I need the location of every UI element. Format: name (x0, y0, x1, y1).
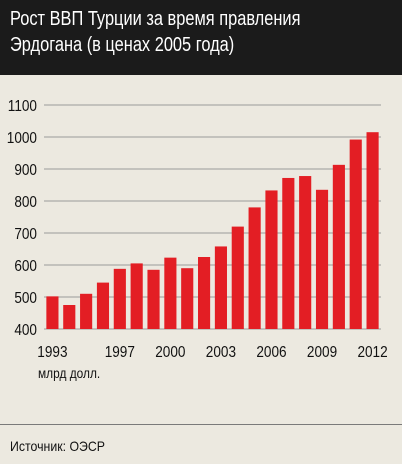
bar (366, 132, 379, 329)
y-tick-label: 500 (14, 290, 37, 307)
bar (315, 189, 329, 329)
source-note: Источник: ОЭСР (10, 438, 105, 454)
bar (265, 190, 278, 329)
y-tick-label: 1000 (7, 130, 37, 147)
bar (80, 293, 93, 329)
bar (299, 176, 312, 329)
bar (164, 257, 177, 329)
bar (349, 139, 362, 329)
unit-label: млрд долл. (38, 365, 101, 381)
y-tick-label: 1100 (8, 98, 37, 115)
chart-header: Рост ВВП Турции за время правления Эрдог… (0, 0, 402, 75)
y-tick-label: 900 (14, 162, 37, 179)
bar (46, 296, 59, 329)
bar (282, 177, 295, 329)
bar (96, 282, 110, 329)
bar-chart: 400 500 600 700 800 900 1000 1100 1993 1997 2000 20… (7, 98, 388, 361)
x-tick-label: 2003 (206, 344, 236, 361)
bar (248, 207, 261, 329)
y-tick-label: 400 (14, 322, 37, 339)
bar (147, 269, 160, 329)
divider (0, 424, 402, 425)
y-tick-label: 700 (14, 226, 37, 243)
x-tick-label: 2012 (357, 344, 387, 361)
chart-title-line-1: Рост ВВП Турции за время правления (10, 8, 301, 30)
bar (214, 246, 227, 329)
x-tick-label: 1997 (105, 344, 135, 361)
y-tick-label: 800 (14, 194, 37, 211)
bar (130, 263, 143, 329)
bar (113, 268, 126, 329)
chart-title-line-2: Эрдогана (в ценах 2005 года) (10, 34, 235, 56)
bar (198, 257, 211, 329)
x-tick-label: 1993 (37, 344, 67, 361)
bar (332, 164, 345, 329)
chart-title: Рост ВВП Турции за время правления Эрдог… (10, 6, 326, 58)
x-tick-label: 2009 (307, 344, 337, 361)
bar (63, 305, 76, 329)
x-tick-label: 2000 (155, 344, 185, 361)
y-tick-label: 600 (14, 258, 37, 275)
bar (181, 268, 194, 329)
bar (231, 226, 244, 329)
x-tick-label: 2006 (256, 344, 286, 361)
